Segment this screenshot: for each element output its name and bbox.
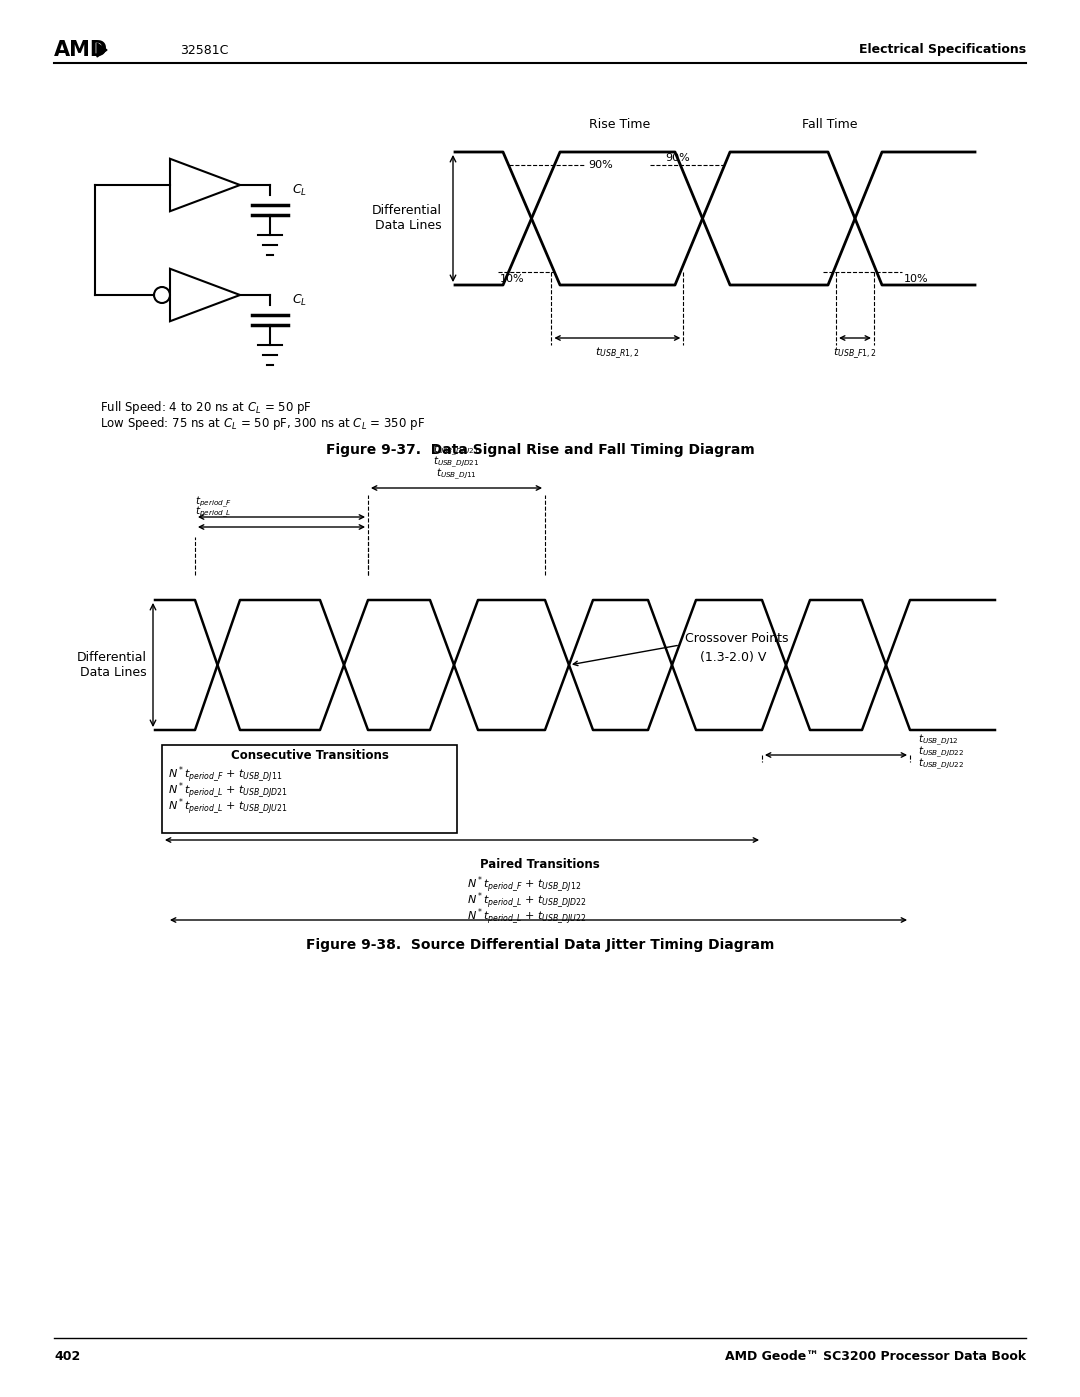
Text: $t_{USB\_DJ11}$: $t_{USB\_DJ11}$ (436, 467, 477, 482)
Text: $C_L$: $C_L$ (292, 183, 307, 197)
Text: $N^*t_{period\_L}$ + $t_{USB\_DJD22}$: $N^*t_{period\_L}$ + $t_{USB\_DJD22}$ (467, 891, 588, 911)
Text: $N^*t_{period\_L}$ + $t_{USB\_DJU22}$: $N^*t_{period\_L}$ + $t_{USB\_DJU22}$ (467, 907, 586, 928)
Text: $t_{USB\_DJU22}$: $t_{USB\_DJU22}$ (918, 757, 964, 773)
Bar (162, 745, 457, 833)
Text: Full Speed: 4 to 20 ns at $C_L$ = 50 pF: Full Speed: 4 to 20 ns at $C_L$ = 50 pF (100, 400, 312, 416)
Text: Differential
Data Lines: Differential Data Lines (77, 651, 147, 679)
Text: Rise Time: Rise Time (590, 119, 650, 131)
Text: Low Speed: 75 ns at $C_L$ = 50 pF, 300 ns at $C_L$ = 350 pF: Low Speed: 75 ns at $C_L$ = 50 pF, 300 n… (100, 415, 426, 433)
Text: $N^*t_{period\_F}$ + $t_{USB\_DJ11}$: $N^*t_{period\_F}$ + $t_{USB\_DJ11}$ (168, 766, 282, 785)
Text: 90%: 90% (588, 161, 612, 170)
Text: 32581C: 32581C (180, 43, 228, 56)
Text: $t_{USB\_DJD22}$: $t_{USB\_DJD22}$ (918, 745, 964, 760)
Text: Figure 9-37.  Data Signal Rise and Fall Timing Diagram: Figure 9-37. Data Signal Rise and Fall T… (326, 443, 754, 457)
Text: $t_{USB\_DJ12}$: $t_{USB\_DJ12}$ (918, 733, 959, 747)
Text: $t_{USB\_DJU21}$: $t_{USB\_DJU21}$ (433, 443, 480, 458)
Text: AMD: AMD (54, 41, 108, 60)
Text: $N^*t_{period\_L}$ + $t_{USB\_DJU21}$: $N^*t_{period\_L}$ + $t_{USB\_DJU21}$ (168, 798, 288, 817)
Text: 10%: 10% (904, 274, 929, 284)
Text: Figure 9-38.  Source Differential Data Jitter Timing Diagram: Figure 9-38. Source Differential Data Ji… (306, 937, 774, 951)
Text: 402: 402 (54, 1351, 80, 1363)
Text: (1.3-2.0) V: (1.3-2.0) V (700, 651, 767, 665)
Text: $C_L$: $C_L$ (292, 292, 307, 307)
Text: $t_{USB\_R1,2}$: $t_{USB\_R1,2}$ (595, 345, 639, 360)
Text: 10%: 10% (500, 274, 525, 284)
Text: $t_{USB\_DJD21}$: $t_{USB\_DJD21}$ (433, 455, 480, 469)
Text: Differential
Data Lines: Differential Data Lines (372, 204, 442, 232)
Text: Electrical Specifications: Electrical Specifications (859, 43, 1026, 56)
Text: $N^*t_{period\_F}$ + $t_{USB\_DJ12}$: $N^*t_{period\_F}$ + $t_{USB\_DJ12}$ (467, 875, 581, 895)
Text: Paired Transitions: Paired Transitions (481, 858, 599, 870)
Text: $t_{period\_L}$: $t_{period\_L}$ (195, 504, 231, 520)
Text: AMD Geode™ SC3200 Processor Data Book: AMD Geode™ SC3200 Processor Data Book (725, 1351, 1026, 1363)
Text: Fall Time: Fall Time (802, 119, 858, 131)
Polygon shape (97, 43, 107, 57)
Text: $N^*t_{period\_L}$ + $t_{USB\_DJD21}$: $N^*t_{period\_L}$ + $t_{USB\_DJD21}$ (168, 781, 288, 802)
Text: 90%: 90% (665, 154, 690, 163)
Text: Consecutive Transitions: Consecutive Transitions (231, 749, 389, 761)
Text: Crossover Points: Crossover Points (685, 631, 788, 644)
Text: $t_{USB\_F1,2}$: $t_{USB\_F1,2}$ (833, 345, 877, 360)
Text: $t_{period\_F}$: $t_{period\_F}$ (195, 495, 232, 510)
